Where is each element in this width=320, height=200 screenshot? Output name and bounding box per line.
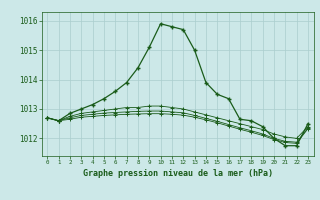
X-axis label: Graphe pression niveau de la mer (hPa): Graphe pression niveau de la mer (hPa) (83, 169, 273, 178)
